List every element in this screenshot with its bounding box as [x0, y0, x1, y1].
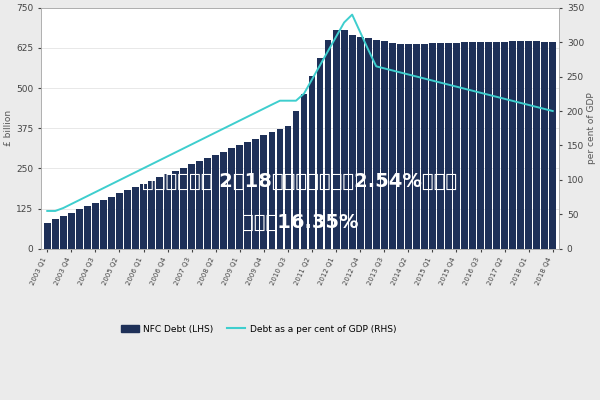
Bar — [180, 168, 187, 249]
Text: 溢价率16.35%: 溢价率16.35% — [242, 213, 358, 232]
Bar — [212, 155, 219, 249]
Bar — [188, 164, 195, 249]
Bar — [421, 44, 428, 249]
Text: 股票资金放大 2月18日交建转债下跌2.54%，转股: 股票资金放大 2月18日交建转债下跌2.54%，转股 — [142, 172, 458, 191]
Bar — [397, 44, 404, 249]
Bar — [429, 44, 436, 249]
Bar — [469, 42, 476, 249]
Y-axis label: per cent of GDP: per cent of GDP — [587, 92, 596, 164]
Bar — [509, 42, 516, 249]
Bar — [148, 180, 155, 249]
Bar — [205, 158, 211, 249]
Bar — [124, 190, 131, 249]
Bar — [365, 38, 371, 249]
Bar — [140, 184, 147, 249]
Bar — [517, 42, 524, 249]
Bar — [341, 30, 347, 249]
Bar — [92, 203, 99, 249]
Bar — [445, 43, 452, 249]
Bar — [156, 177, 163, 249]
Bar — [389, 43, 395, 249]
Bar — [100, 200, 107, 249]
Bar — [373, 40, 380, 249]
Bar — [172, 171, 179, 249]
Bar — [60, 216, 67, 249]
Bar — [84, 206, 91, 249]
Bar — [44, 223, 50, 249]
Bar — [332, 30, 340, 249]
Bar — [244, 142, 251, 249]
Y-axis label: £ billion: £ billion — [4, 110, 13, 146]
Bar — [293, 112, 299, 249]
Bar — [413, 44, 420, 249]
Bar — [461, 42, 468, 249]
Bar — [550, 42, 556, 249]
Bar — [308, 76, 316, 249]
Bar — [108, 197, 115, 249]
Bar — [236, 145, 243, 249]
Bar — [325, 40, 331, 249]
Bar — [116, 193, 123, 249]
Bar — [277, 129, 283, 249]
Bar — [196, 161, 203, 249]
Bar — [437, 43, 444, 249]
Bar — [132, 187, 139, 249]
Bar — [501, 42, 508, 249]
Bar — [357, 37, 364, 249]
Bar — [381, 42, 388, 249]
Bar — [405, 44, 412, 249]
Bar — [284, 126, 292, 249]
Bar — [253, 139, 259, 249]
Bar — [493, 42, 500, 249]
Bar — [229, 148, 235, 249]
Bar — [485, 42, 492, 249]
Bar — [68, 213, 75, 249]
Bar — [76, 210, 83, 249]
Bar — [164, 174, 171, 249]
Bar — [269, 132, 275, 249]
Bar — [533, 42, 540, 249]
Bar — [301, 94, 307, 249]
Bar — [52, 219, 59, 249]
Bar — [453, 43, 460, 249]
Bar — [541, 42, 548, 249]
Bar — [349, 35, 356, 249]
Bar — [220, 152, 227, 249]
Bar — [525, 42, 532, 249]
Legend: NFC Debt (LHS), Debt as a per cent of GDP (RHS): NFC Debt (LHS), Debt as a per cent of GD… — [117, 321, 400, 337]
Bar — [317, 58, 323, 249]
Bar — [477, 42, 484, 249]
Bar — [260, 136, 268, 249]
